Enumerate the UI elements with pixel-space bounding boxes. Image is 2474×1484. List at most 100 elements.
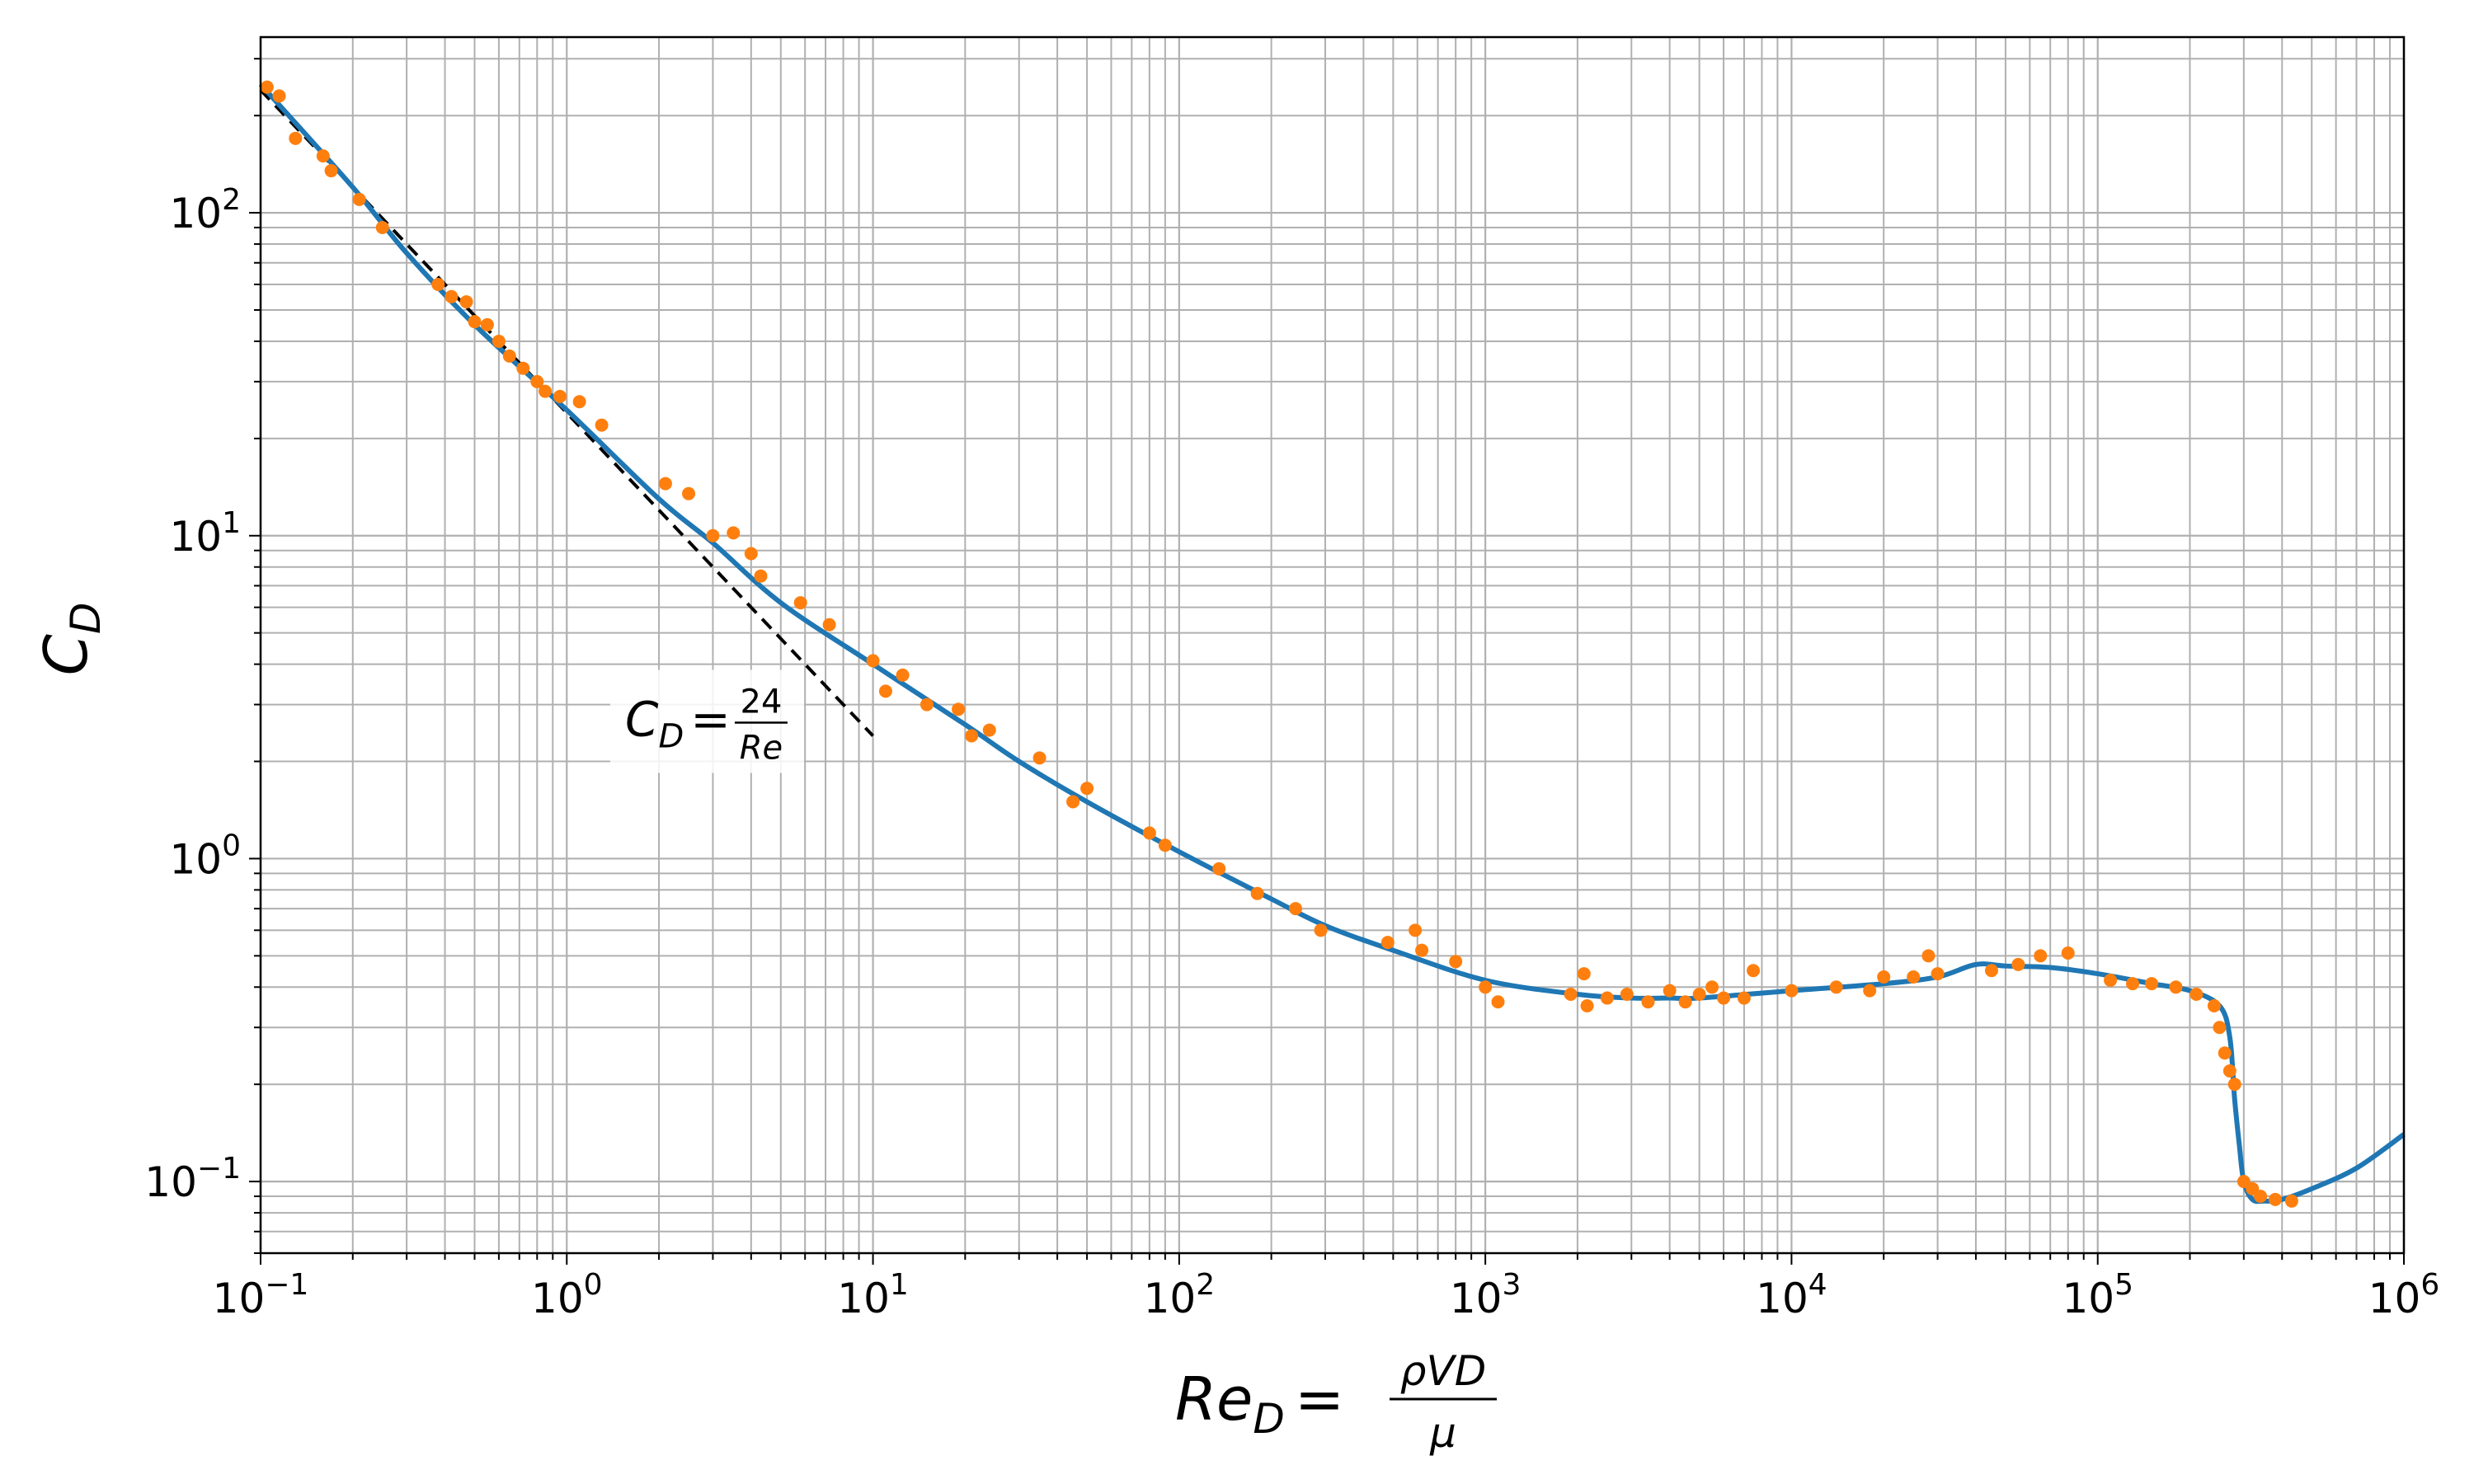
data-point	[1409, 923, 1423, 937]
x-tick-base: 10	[531, 1275, 584, 1322]
data-point	[706, 528, 720, 542]
data-point	[1491, 995, 1505, 1009]
x-tick-base: 10	[2368, 1275, 2421, 1322]
data-point	[2284, 1194, 2298, 1208]
y-axis-label-main: C	[31, 633, 101, 675]
axis-ticks	[249, 58, 2405, 1265]
data-point	[2169, 980, 2183, 994]
data-point	[896, 668, 910, 682]
data-point	[530, 374, 544, 388]
data-point	[1785, 984, 1799, 998]
x-tick-base: 10	[2062, 1275, 2114, 1322]
data-point	[2189, 988, 2204, 1002]
data-point	[2207, 999, 2221, 1013]
x-tick-label: 100	[531, 1268, 603, 1322]
data-point	[2061, 946, 2075, 960]
data-point	[1479, 980, 1493, 994]
data-point	[324, 164, 338, 178]
data-point	[1577, 967, 1591, 981]
data-point	[965, 729, 979, 743]
data-point	[1449, 955, 1463, 969]
data-point	[1829, 980, 1843, 994]
data-point	[1663, 984, 1677, 998]
data-point	[1717, 991, 1731, 1005]
data-point	[1032, 751, 1047, 765]
data-point	[2104, 973, 2118, 987]
x-tick-base: 10	[1144, 1275, 1197, 1322]
data-point	[1863, 984, 1877, 998]
data-point	[1142, 826, 1156, 840]
data-point	[468, 315, 482, 329]
data-point	[1747, 964, 1761, 978]
data-point	[1600, 991, 1614, 1005]
data-points-layer	[260, 80, 2298, 1208]
x-axis-label-main: Re	[1175, 1364, 1253, 1434]
x-tick-label: 101	[837, 1268, 909, 1322]
data-point	[1250, 886, 1264, 900]
data-point	[754, 569, 768, 583]
data-point	[1921, 949, 1935, 963]
data-point	[1080, 782, 1094, 796]
y-tick-base: 10	[144, 1158, 197, 1206]
x-tick-base: 10	[1756, 1275, 1808, 1322]
data-point	[952, 702, 966, 716]
data-point	[1877, 970, 1891, 984]
x-tick-base: 10	[837, 1275, 890, 1322]
y-tick-exponent: 0	[222, 829, 241, 862]
data-point	[822, 618, 836, 632]
x-axis-label: ReD = ρVD μ	[1175, 1347, 1497, 1457]
annotation-denominator: Re	[740, 730, 783, 768]
y-tick-label: 10−1	[144, 1152, 241, 1206]
data-point	[866, 654, 880, 668]
y-tick-base: 10	[169, 190, 222, 237]
y-tick-base: 10	[169, 835, 222, 883]
x-axis-label-numerator: ρVD	[1400, 1347, 1486, 1395]
annotation-lhs-sub: D	[658, 718, 684, 756]
data-point	[1158, 838, 1172, 852]
data-point	[480, 317, 494, 331]
data-point	[658, 477, 672, 491]
data-point	[2145, 977, 2159, 991]
data-point	[793, 596, 807, 610]
data-point	[878, 684, 892, 698]
annotation-numerator: 24	[741, 683, 783, 721]
data-point	[1289, 902, 1303, 916]
annotation-background	[609, 669, 804, 773]
x-tick-label: 10−1	[213, 1268, 309, 1322]
y-axis-label-sub: D	[62, 603, 110, 635]
data-point	[1641, 995, 1655, 1009]
x-axis-label-sub: D	[1253, 1395, 1285, 1443]
reference-annotation: CD = 24 Re	[609, 669, 804, 773]
data-point	[1212, 862, 1226, 876]
data-point	[1415, 943, 1429, 957]
data-point	[431, 277, 445, 291]
data-point	[492, 334, 506, 348]
data-point	[1678, 995, 1692, 1009]
data-point	[516, 361, 530, 375]
data-point	[1931, 967, 1945, 981]
x-tick-label: 105	[2062, 1268, 2133, 1322]
grid	[259, 37, 2406, 1254]
x-tick-label: 102	[1144, 1268, 1216, 1322]
data-point	[2218, 1046, 2232, 1060]
x-tick-exponent: 4	[1808, 1268, 1827, 1302]
data-point	[444, 289, 459, 303]
data-point	[1580, 999, 1594, 1013]
x-axis-label-lhs: ReD =	[1175, 1364, 1344, 1443]
x-axis-label-denominator: μ	[1429, 1409, 1456, 1457]
data-point	[2222, 1064, 2236, 1078]
data-point	[744, 547, 758, 561]
data-point	[572, 395, 586, 409]
data-point	[1620, 988, 1634, 1002]
data-point	[2268, 1192, 2282, 1206]
x-tick-exponent: 0	[584, 1268, 603, 1302]
data-point	[2034, 949, 2048, 963]
data-point	[2213, 1021, 2227, 1035]
data-point	[1692, 988, 1706, 1002]
y-tick-label: 100	[169, 829, 241, 883]
x-tick-label: 106	[2368, 1268, 2440, 1322]
y-tick-label: 102	[169, 183, 241, 237]
data-point	[1564, 988, 1578, 1002]
